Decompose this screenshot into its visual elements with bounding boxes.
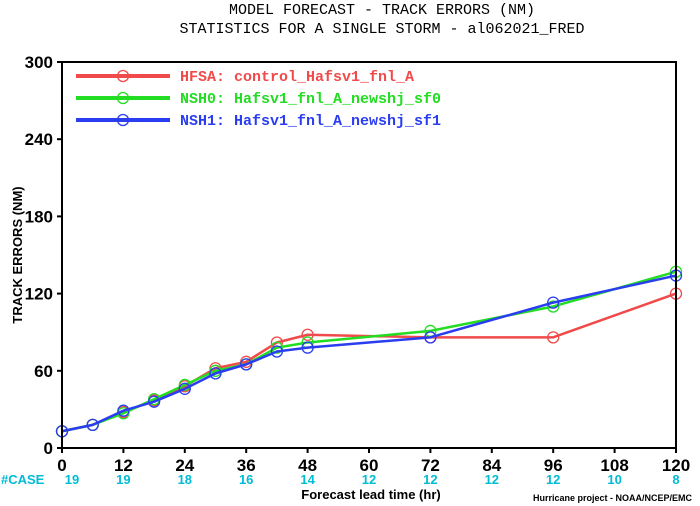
series-point [209,367,222,380]
x-tick-label: 108 [600,456,628,475]
x-tick-label: 0 [57,456,66,475]
series-point [117,404,130,417]
legend-label: NSH0: Hafsv1_fnl_A_newshj_sf0 [180,91,441,108]
case-count: 12 [362,472,376,487]
x-tick-label: 84 [482,456,501,475]
case-count: 14 [300,472,315,487]
legend-swatch-marker [116,69,130,83]
x-tick-label: 60 [360,456,379,475]
series-1 [55,265,683,438]
case-count: 12 [546,472,560,487]
y-axis-label: TRACK ERRORS (NM) [10,186,25,323]
series-point [147,395,161,408]
series-point [301,341,314,354]
case-count: 8 [672,472,679,487]
case-count: 10 [607,472,621,487]
series-layer [55,265,683,438]
x-tick-label: 36 [237,456,256,475]
series-point [270,341,284,354]
legend: HFSA: control_Hafsv1_fnl_A NSH0: Hafsv1_f… [76,69,441,130]
y-tick-label: 180 [25,207,53,226]
series-point [178,382,191,395]
case-count: 16 [239,472,253,487]
case-count: 12 [485,472,499,487]
case-count: 12 [423,472,437,487]
x-axis-label: Forecast lead time (hr) [301,487,440,502]
series-point [301,328,314,341]
y-tick-label: 0 [44,439,53,458]
legend-swatch-marker [116,91,130,105]
x-tick-label: 24 [175,456,194,475]
legend-item-1: NSH0: Hafsv1_fnl_A_newshj_sf0 [76,91,441,108]
series-point [270,345,284,358]
legend-label: HFSA: control_Hafsv1_fnl_A [180,69,414,86]
legend-swatch-marker [116,113,130,127]
series-line [61,292,677,433]
case-count: 19 [116,472,130,487]
series-point [547,331,560,344]
series-0 [55,287,683,438]
x-tick-label: 72 [421,456,440,475]
y-tick-label: 60 [34,362,53,381]
x-tick-label: 96 [544,456,563,475]
chart-title-line-2: STATISTICS FOR A SINGLE STORM - al062021… [179,21,584,38]
series-2 [55,269,683,438]
legend-item-0: HFSA: control_Hafsv1_fnl_A [76,69,414,86]
legend-label: NSH1: Hafsv1_fnl_A_newshj_sf1 [180,113,441,130]
series-point [424,331,437,344]
legend-item-2: NSH1: Hafsv1_fnl_A_newshj_sf1 [76,113,441,130]
y-tick-label: 240 [25,130,53,149]
x-tick-label: 12 [114,456,133,475]
case-label: #CASE [1,472,45,487]
y-tick-label: 300 [25,53,53,72]
series-point [240,358,253,371]
series-point [547,300,560,313]
case-count-row: #CASE 19 19 18 16 14 12 12 12 12 10 8 [1,472,680,487]
axis-ticks: 0 12 24 36 48 60 72 84 96 108 120 0 60 120 180 240 300 [25,53,691,475]
series-point [86,418,99,431]
chart-title-line-1: MODEL FORECAST - TRACK ERRORS (NM) [229,2,535,19]
y-tick-label: 120 [25,285,53,304]
x-tick-label: 120 [662,456,690,475]
x-tick-label: 48 [298,456,317,475]
case-count: 19 [65,472,79,487]
case-count: 18 [178,472,192,487]
credit-text: Hurricane project - NOAA/NCEP/EMC [533,493,693,503]
series-point [547,296,560,309]
